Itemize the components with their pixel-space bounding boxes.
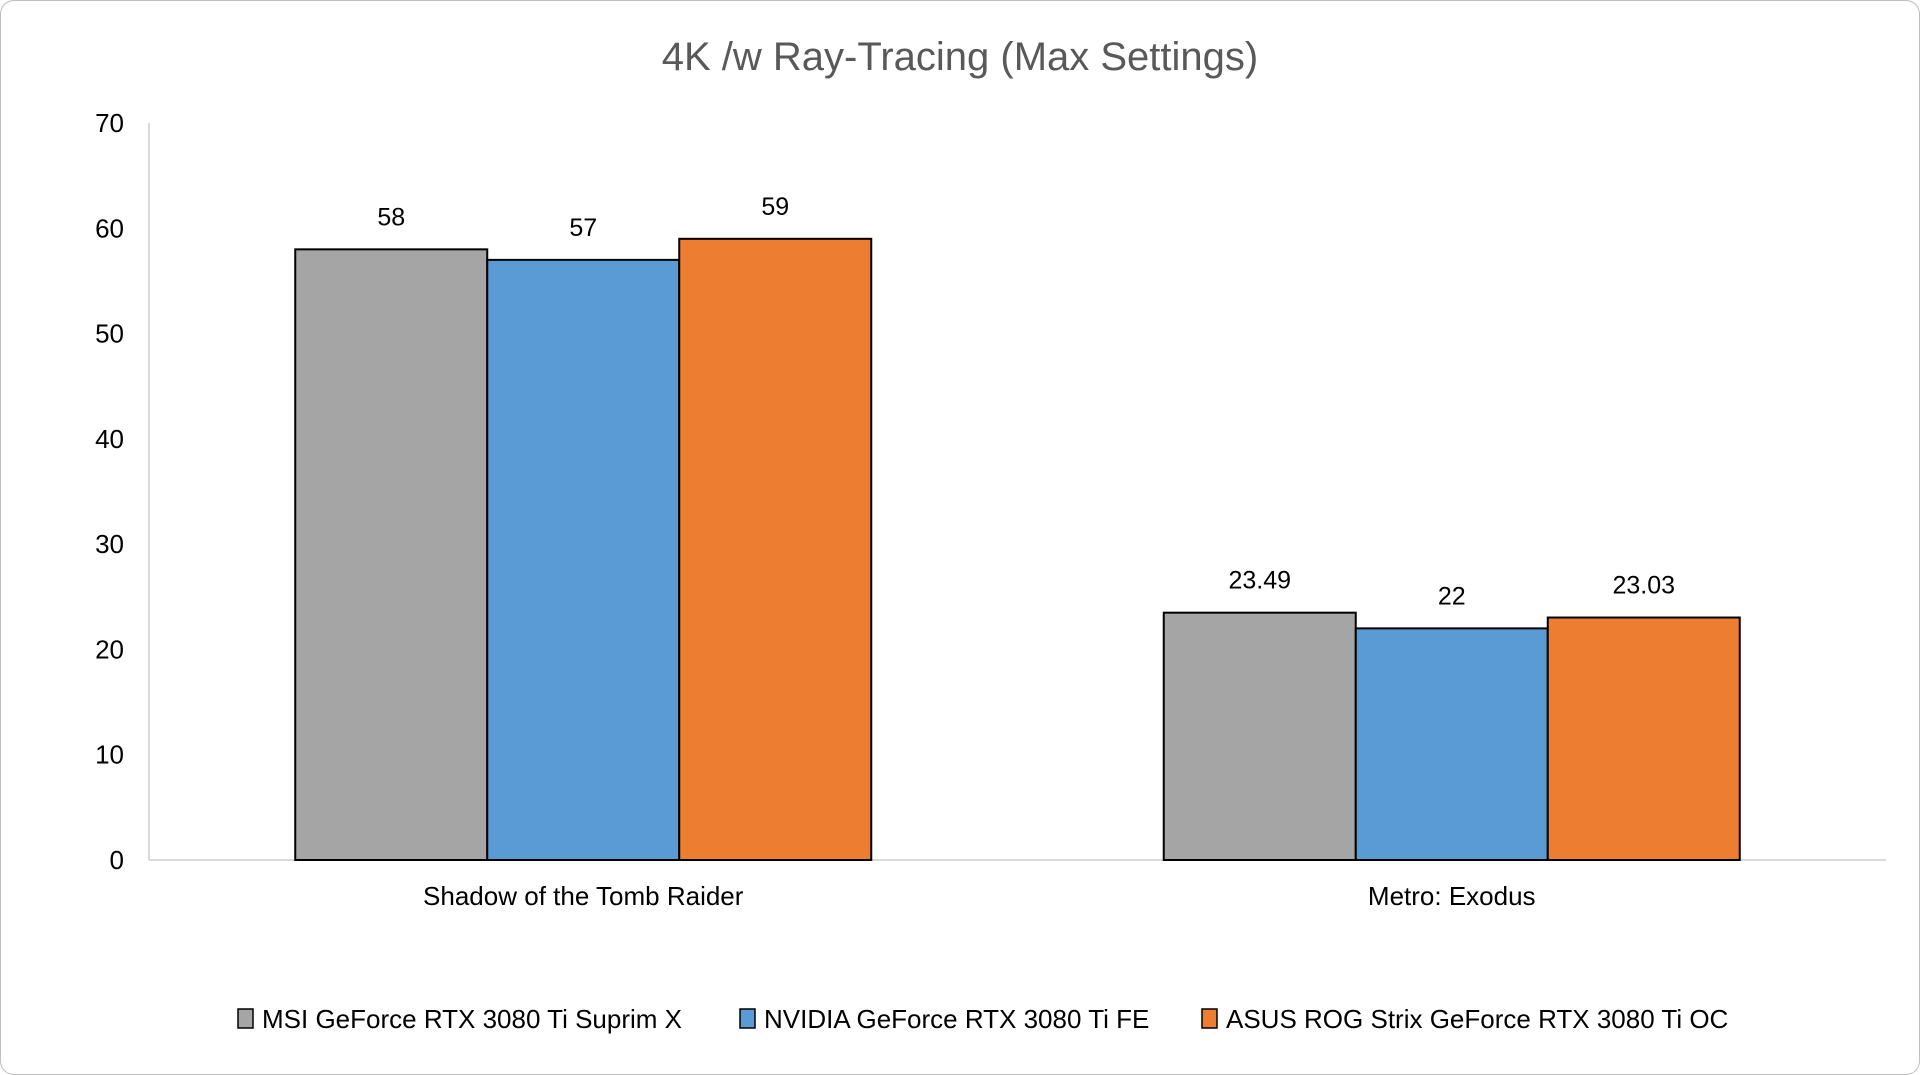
data-label: 59 bbox=[761, 193, 789, 221]
chart-title: 4K /w Ray-Tracing (Max Settings) bbox=[662, 35, 1258, 79]
bar-2-1 bbox=[486, 258, 681, 862]
legend: MSI GeForce RTX 3080 Ti Suprim X NVIDIA G… bbox=[237, 1004, 1728, 1034]
legend-label: MSI GeForce RTX 3080 Ti Suprim X bbox=[262, 1004, 682, 1034]
y-tick-label: 10 bbox=[95, 740, 124, 770]
y-tick-label: 20 bbox=[95, 634, 124, 664]
legend-swatch-2 bbox=[739, 1008, 756, 1029]
bar-2-2 bbox=[1354, 627, 1549, 861]
bar-series-group bbox=[294, 237, 1741, 862]
bar-3-1 bbox=[678, 237, 873, 862]
bar-3-2 bbox=[1546, 616, 1741, 861]
x-category-label: Metro: Exodus bbox=[1368, 881, 1536, 911]
data-label: 58 bbox=[377, 203, 405, 231]
data-label: 23.49 bbox=[1228, 567, 1291, 595]
bar-1-1 bbox=[294, 248, 489, 862]
x-category-label: Shadow of the Tomb Raider bbox=[423, 881, 744, 911]
data-labels-group: 58 57 59 23.49 22 23.03 bbox=[377, 193, 1675, 611]
category-labels-group: Shadow of the Tomb Raider Metro: Exodus bbox=[423, 881, 1536, 911]
y-tick-label: 30 bbox=[95, 529, 124, 559]
y-tick-label: 70 bbox=[95, 108, 124, 138]
data-label: 23.03 bbox=[1612, 572, 1675, 600]
legend-label: NVIDIA GeForce RTX 3080 Ti FE bbox=[764, 1004, 1149, 1034]
y-tick-label: 60 bbox=[95, 213, 124, 243]
y-axis-ticks: 0 10 20 30 40 50 60 70 bbox=[95, 108, 124, 875]
data-label: 57 bbox=[569, 214, 597, 242]
y-tick-label: 0 bbox=[110, 845, 124, 875]
y-tick-label: 50 bbox=[95, 319, 124, 349]
legend-swatch-3 bbox=[1201, 1008, 1218, 1029]
legend-swatch-1 bbox=[237, 1008, 254, 1029]
y-tick-label: 40 bbox=[95, 424, 124, 454]
data-label: 22 bbox=[1438, 582, 1466, 610]
legend-label: ASUS ROG Strix GeForce RTX 3080 Ti OC bbox=[1226, 1004, 1728, 1034]
bar-1-2 bbox=[1162, 611, 1357, 861]
